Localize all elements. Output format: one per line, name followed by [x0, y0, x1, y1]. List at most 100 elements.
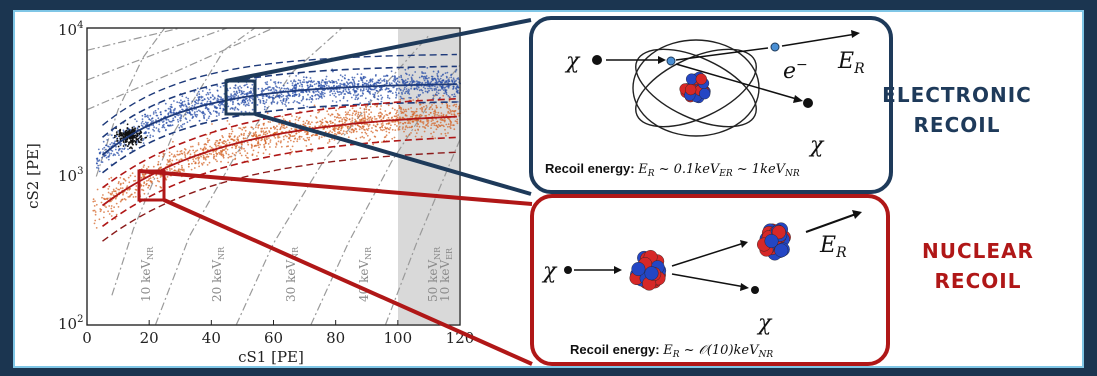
x-axis-label: cS1 [PE]	[238, 348, 304, 366]
nr-event	[195, 158, 197, 160]
nr-event	[120, 201, 122, 203]
nr-event	[219, 139, 221, 141]
er-event	[196, 114, 198, 116]
er-event	[142, 125, 144, 127]
nr-event	[250, 126, 252, 128]
nr-event	[193, 160, 195, 162]
nr-event	[158, 181, 160, 183]
nr-event	[181, 165, 183, 167]
nr-event	[163, 154, 165, 156]
calibration-event	[135, 142, 137, 144]
er-event	[156, 115, 158, 117]
nr-event	[234, 154, 236, 156]
er-event	[118, 150, 120, 152]
nr-event	[234, 135, 236, 137]
nr-event	[255, 126, 257, 128]
nr-event	[222, 142, 224, 144]
calibration-event	[140, 142, 142, 144]
er-event	[187, 121, 189, 123]
nr-event	[237, 136, 239, 138]
nr-event	[219, 142, 221, 144]
nr-event	[229, 142, 231, 144]
nr-event	[256, 136, 258, 138]
er-event	[110, 153, 112, 155]
er-event	[149, 136, 151, 138]
nr-event	[243, 148, 245, 150]
nr-event	[276, 142, 278, 144]
er-event	[248, 92, 250, 94]
er-event	[189, 120, 191, 122]
nr-event	[155, 174, 157, 176]
er-event	[185, 105, 187, 107]
er-event	[149, 115, 151, 117]
er-event	[171, 106, 173, 108]
calibration-event	[132, 127, 134, 129]
er-event	[198, 91, 200, 93]
er-event	[179, 119, 181, 121]
er-event	[233, 94, 235, 96]
er-event	[119, 148, 121, 150]
er-event	[191, 101, 193, 103]
er-event	[181, 109, 183, 111]
er-event	[170, 110, 172, 112]
nr-event	[231, 128, 233, 130]
er-event	[113, 142, 115, 144]
calibration-event	[130, 140, 132, 142]
nr-event	[117, 189, 119, 191]
er-event	[174, 109, 176, 111]
calibration-event	[135, 144, 137, 146]
er-event	[102, 161, 104, 163]
nr-event	[122, 187, 124, 189]
nr-event	[259, 134, 261, 136]
nr-event	[190, 153, 192, 155]
er-event	[183, 123, 185, 125]
er-event	[179, 114, 181, 116]
nr-event	[125, 180, 127, 182]
er-event	[185, 114, 187, 116]
nr-event	[237, 139, 239, 141]
er-event	[114, 140, 116, 142]
nr-event	[270, 139, 272, 141]
nr-event	[305, 140, 307, 142]
nr-event	[247, 135, 249, 137]
nr-event	[171, 168, 173, 170]
nr-event	[276, 129, 278, 131]
calibration-event	[133, 130, 135, 132]
calibration-event	[137, 135, 139, 137]
nr-event	[311, 151, 313, 153]
nr-event	[100, 210, 102, 212]
nr-event	[143, 166, 145, 168]
er-event	[170, 104, 172, 106]
nr-event	[94, 220, 96, 222]
nr-event	[307, 137, 309, 139]
nr-event	[229, 133, 231, 135]
calibration-event	[138, 133, 140, 135]
er-event	[120, 143, 122, 145]
er-event	[182, 104, 184, 106]
er-event	[99, 152, 101, 154]
nr-event	[290, 140, 292, 142]
er-event	[194, 111, 196, 113]
er-event	[111, 134, 113, 136]
nr-event	[239, 150, 241, 152]
nr-event	[207, 164, 209, 166]
calibration-event	[134, 137, 136, 139]
er-event	[142, 115, 144, 117]
nr-event	[235, 147, 237, 149]
nr-event	[203, 157, 205, 159]
nr-event	[218, 152, 220, 154]
nr-event	[223, 140, 225, 142]
er-event	[248, 102, 250, 104]
er-event	[197, 88, 199, 90]
er-event	[209, 101, 211, 103]
nr-event	[269, 146, 271, 148]
nr-event	[241, 129, 243, 131]
er-event	[185, 97, 187, 99]
calibration-event	[123, 133, 125, 135]
nr-event	[200, 156, 202, 158]
nr-event	[118, 181, 120, 183]
nr-event	[254, 145, 256, 147]
er-event	[106, 139, 108, 141]
x-tick-label: 20	[140, 329, 159, 347]
nr-event	[160, 176, 162, 178]
